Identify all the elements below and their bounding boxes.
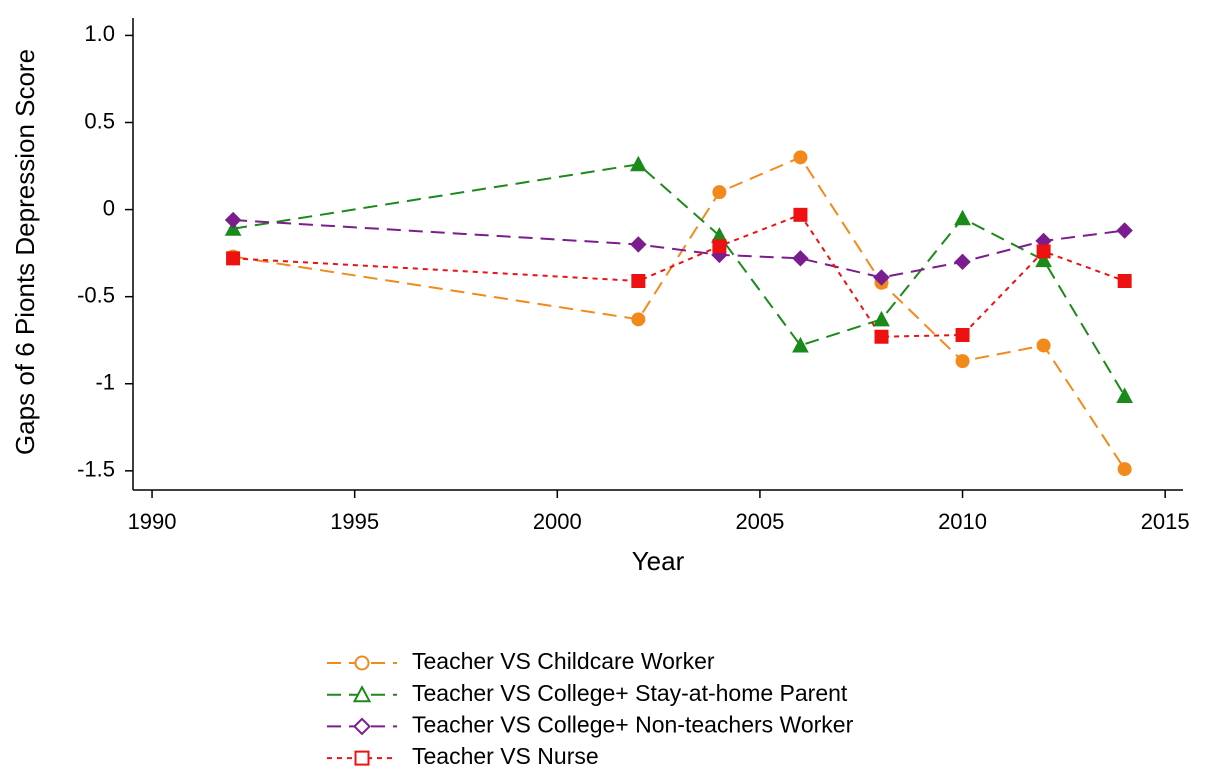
data-point bbox=[712, 239, 727, 254]
legend-marker bbox=[354, 750, 370, 766]
data-point bbox=[224, 220, 242, 236]
data-point bbox=[874, 329, 889, 344]
data-point bbox=[226, 251, 241, 266]
data-point bbox=[954, 253, 971, 271]
data-point bbox=[793, 150, 808, 165]
data-point bbox=[631, 312, 646, 327]
data-point bbox=[1036, 338, 1051, 353]
x-tick-label: 2005 bbox=[735, 509, 784, 534]
data-point bbox=[630, 236, 647, 253]
legend-label: Teacher VS Childcare Worker bbox=[412, 648, 715, 674]
legend-label: Teacher VS College+ Stay-at-home Parent bbox=[412, 680, 848, 706]
x-tick-label: 2010 bbox=[938, 509, 987, 534]
data-point bbox=[792, 336, 809, 353]
x-tick-label: 2015 bbox=[1141, 509, 1190, 534]
x-tick-label: 1990 bbox=[128, 509, 177, 534]
data-point bbox=[630, 155, 647, 172]
data-point bbox=[955, 354, 970, 369]
data-point bbox=[793, 207, 808, 222]
legend-marker bbox=[354, 655, 370, 671]
data-point bbox=[1035, 251, 1052, 268]
y-tick-label: -1.5 bbox=[77, 457, 115, 482]
x-axis-title: Year bbox=[632, 546, 685, 576]
data-point bbox=[1116, 387, 1133, 403]
data-point bbox=[712, 185, 727, 200]
y-tick-label: 0 bbox=[103, 195, 115, 220]
data-point bbox=[224, 211, 242, 229]
legend-marker bbox=[352, 685, 372, 703]
legend-label: Teacher VS College+ Non-teachers Worker bbox=[412, 711, 854, 737]
legend-marker bbox=[353, 717, 371, 736]
data-point bbox=[631, 273, 646, 288]
y-tick-label: 0.5 bbox=[84, 108, 115, 133]
x-tick-label: 1995 bbox=[330, 509, 379, 534]
data-point bbox=[873, 310, 890, 327]
x-tick-label: 2000 bbox=[533, 509, 582, 534]
y-tick-label: -1 bbox=[95, 370, 115, 395]
y-tick-label: 1.0 bbox=[84, 21, 115, 46]
data-point bbox=[1117, 273, 1132, 288]
series-line bbox=[232, 163, 1126, 397]
data-point bbox=[792, 250, 809, 267]
data-point bbox=[873, 269, 890, 286]
series-line bbox=[233, 213, 1125, 338]
y-tick-label: -0.5 bbox=[77, 282, 115, 307]
data-point bbox=[1036, 244, 1051, 259]
data-point bbox=[955, 327, 970, 342]
legend-label: Teacher VS Nurse bbox=[412, 743, 599, 769]
data-point bbox=[1116, 222, 1133, 239]
y-axis-title: Gaps of 6 Pionts Depression Score bbox=[10, 49, 40, 455]
series-line bbox=[233, 219, 1125, 279]
series-line bbox=[232, 156, 1126, 470]
data-point bbox=[954, 209, 971, 226]
data-point bbox=[1117, 462, 1132, 477]
